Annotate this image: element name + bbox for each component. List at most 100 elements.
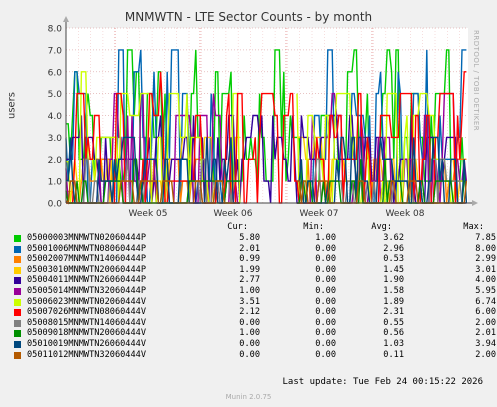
legend-header-min: Min: xyxy=(303,222,324,232)
legend-value-max: 2.00 xyxy=(475,317,496,328)
legend-header-avg: Avg: xyxy=(371,222,392,232)
munin-version: Munin 2.0.75 xyxy=(225,393,272,401)
legend-swatch xyxy=(14,351,21,359)
legend-row: 05001006MNMWTN08060444P 2.01 0.00 2.96 8.00 xyxy=(12,244,496,255)
x-tick-labels: Week 05 Week 06 Week 07 Week 08 xyxy=(129,209,425,219)
x-tick-label: Week 07 xyxy=(300,209,339,219)
legend-value-max: 3.94 xyxy=(475,338,496,349)
x-tick-label: Week 05 xyxy=(129,209,168,219)
legend-series-name: 05000003MNMWTN02060444P xyxy=(27,233,146,243)
legend-value-min: 0.00 xyxy=(315,307,336,318)
rrdtool-watermark: RRDTOOL / TOBI OETIKER xyxy=(472,30,480,132)
legend-value-max: 7.85 xyxy=(475,233,496,243)
legend-value-cur: 1.00 xyxy=(239,328,260,339)
legend-series-name: 05010019MNMWTN26060444V xyxy=(27,338,146,349)
legend-value-avg: 1.03 xyxy=(383,338,404,349)
legend-header-cur: Cur: xyxy=(227,222,248,232)
last-update: Last update: Tue Feb 24 00:15:22 2026 xyxy=(282,377,483,387)
legend-value-avg: 3.62 xyxy=(383,233,404,243)
legend-row: 05010019MNMWTN26060444V 0.00 0.00 1.03 3.94 xyxy=(12,339,496,350)
y-tick-label: 2.0 xyxy=(48,156,63,166)
y-tick-labels: 0.0 1.0 2.0 3.0 4.0 5.0 6.0 7.0 8.0 xyxy=(48,25,63,210)
legend-value-cur: 2.01 xyxy=(239,243,260,254)
legend-value-max: 3.01 xyxy=(475,264,496,275)
y-tick-label: 5.0 xyxy=(48,90,63,100)
legend-value-cur: 0.00 xyxy=(239,349,260,360)
legend-value-avg: 0.53 xyxy=(383,254,404,265)
legend-value-min: 0.00 xyxy=(315,328,336,339)
legend-value-max: 6.74 xyxy=(475,296,496,307)
legend-series-name: 05004011MNMWTN26060444P xyxy=(27,275,146,286)
legend-series-name: 05002007MNMWTN14060444P xyxy=(27,254,146,265)
legend-value-min: 0.00 xyxy=(315,243,336,254)
legend-value-min: 0.00 xyxy=(315,264,336,275)
legend-series-name: 05001006MNMWTN08060444P xyxy=(27,243,146,254)
legend-series-name: 05008015MNMWTN14060444V xyxy=(27,317,146,328)
legend-value-avg: 0.11 xyxy=(383,349,404,360)
legend-value-max: 2.01 xyxy=(475,328,496,339)
legend-value-min: 0.00 xyxy=(315,349,336,360)
legend-row: 05011012MNMWTN32060444V 0.00 0.00 0.11 2.00 xyxy=(12,350,496,361)
legend-value-min: 0.00 xyxy=(315,285,336,296)
legend-row: 05003010MNMWTN20060444P 1.99 0.00 1.45 3.01 xyxy=(12,265,496,276)
legend-value-avg: 0.55 xyxy=(383,317,404,328)
x-tick-label: Week 08 xyxy=(386,209,425,219)
x-axis-arrow xyxy=(472,200,478,206)
legend-swatch xyxy=(14,287,21,295)
legend-value-cur: 1.99 xyxy=(239,264,260,275)
y-axis-arrow xyxy=(63,16,69,22)
legend-series-name: 05007026MNMWTN08060444V xyxy=(27,307,146,318)
legend-series-name: 05005014MNMWTN32060444P xyxy=(27,285,146,296)
legend-value-avg: 1.89 xyxy=(383,296,404,307)
series-line xyxy=(66,114,467,204)
legend-row: 05004011MNMWTN26060444P 2.77 0.00 1.90 4.00 xyxy=(12,275,496,286)
legend-swatch xyxy=(14,256,21,264)
legend-value-cur: 0.00 xyxy=(239,338,260,349)
y-tick-label: 8.0 xyxy=(48,25,63,35)
legend-value-max: 8.00 xyxy=(475,243,496,254)
legend-series-name: 05009018MNMWTN20060444V xyxy=(27,328,146,339)
legend-row: 05009018MNMWTN20060444V 1.00 0.00 0.56 2.01 xyxy=(12,328,496,339)
legend-row: 05005014MNMWTN32060444P 1.00 0.00 1.58 5.95 xyxy=(12,286,496,297)
y-axis-label: users xyxy=(6,91,18,120)
legend-swatch xyxy=(14,330,21,338)
x-tick-label: Week 06 xyxy=(214,209,253,219)
legend-value-max: 2.00 xyxy=(475,349,496,360)
legend-swatch xyxy=(14,277,21,285)
legend-value-max: 2.99 xyxy=(475,254,496,265)
legend-value-max: 5.95 xyxy=(475,285,496,296)
legend-value-min: 0.00 xyxy=(315,317,336,328)
legend-value-min: 0.00 xyxy=(315,254,336,265)
legend-row: 05002007MNMWTN14060444P 0.99 0.00 0.53 2.99 xyxy=(12,254,496,265)
legend-swatch xyxy=(14,245,21,253)
legend-row: 05007026MNMWTN08060444V 2.12 0.00 2.31 6.00 xyxy=(12,307,496,318)
legend-value-avg: 1.58 xyxy=(383,285,404,296)
legend-series-name: 05011012MNMWTN32060444V xyxy=(27,349,146,360)
legend: 05000003MNMWTN02060444P 5.80 1.00 3.62 7.85 0… xyxy=(12,233,496,360)
y-tick-label: 7.0 xyxy=(48,46,63,56)
legend-swatch xyxy=(14,340,21,348)
y-tick-label: 1.0 xyxy=(48,178,63,188)
legend-value-cur: 0.99 xyxy=(239,254,260,265)
legend-value-min: 0.00 xyxy=(315,296,336,307)
y-tick-label: 0.0 xyxy=(48,200,63,210)
legend-value-cur: 2.77 xyxy=(239,275,260,286)
y-tick-label: 3.0 xyxy=(48,134,63,144)
legend-value-min: 0.00 xyxy=(315,338,336,349)
legend-value-avg: 2.31 xyxy=(383,307,404,318)
legend-value-avg: 1.90 xyxy=(383,275,404,286)
legend-value-max: 4.00 xyxy=(475,275,496,286)
y-tick-label: 4.0 xyxy=(48,112,63,122)
legend-row: 05000003MNMWTN02060444P 5.80 1.00 3.62 7.85 xyxy=(12,233,496,244)
legend-series-name: 05006023MNMWTN02060444V xyxy=(27,296,146,307)
legend-header-max: Max: xyxy=(463,222,484,232)
legend-row: 05008015MNMWTN14060444V 0.00 0.00 0.55 2.00 xyxy=(12,318,496,329)
legend-value-min: 0.00 xyxy=(315,275,336,286)
legend-value-cur: 0.00 xyxy=(239,317,260,328)
legend-swatch xyxy=(14,298,21,306)
chart-title: MNMWTN - LTE Sector Counts - by month xyxy=(124,10,373,24)
legend-value-avg: 2.96 xyxy=(383,243,404,254)
legend-value-cur: 2.12 xyxy=(239,307,260,318)
legend-swatch xyxy=(14,266,21,274)
